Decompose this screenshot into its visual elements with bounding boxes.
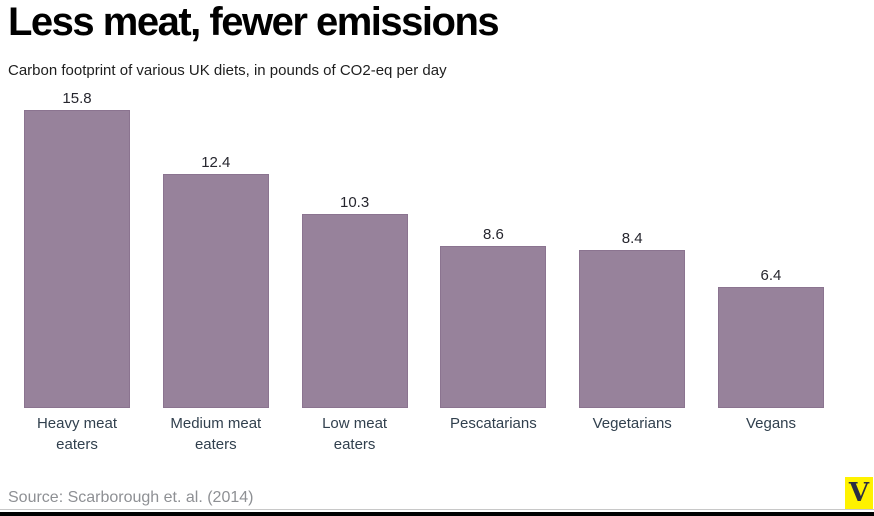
bar-zone: 8.4 [579,90,686,408]
bar-value-label: 10.3 [339,194,370,211]
bar-zone: 15.8 [24,90,130,408]
bar [162,174,269,408]
bar-column: 6.4 Vegans [717,90,824,455]
bar-column: 10.3 Low meat eaters [301,90,408,455]
bar-category-label: Pescatarians [450,415,537,432]
bar-column: 8.6 Pescatarians [440,90,547,455]
bar-category-label: Vegans [745,415,796,432]
bottom-black-bar [0,512,874,516]
bar-category-label: Medium meat eaters [170,415,262,453]
bar [24,110,130,408]
bar-zone: 8.6 [440,90,547,408]
bar-column: 8.4 Vegetarians [579,90,686,455]
bar-zone: 10.3 [301,90,408,408]
source-note: Source: Scarborough et. al. (2014) [8,489,254,506]
bar [717,287,824,408]
bar-column: 12.4 Medium meat eaters [162,90,269,455]
bar [440,246,547,408]
bar-column: 15.8 Heavy meat eaters [24,90,130,455]
bar-chart: 15.8 Heavy meat eaters 12.4 Medium meat eat… [24,90,824,455]
vox-logo-letter: V [848,478,870,508]
bar-value-label: 12.4 [201,154,231,171]
bar-value-label: 6.4 [760,267,782,284]
footer-divider [0,509,874,510]
bar-zone: 6.4 [717,90,824,408]
chart-title: Less meat, fewer emissions [8,0,500,44]
bar-category-label: Vegetarians [592,415,672,432]
bar [301,214,408,408]
vox-logo: V [845,477,873,509]
bar-zone: 12.4 [162,90,269,408]
bar [579,250,686,408]
bar-value-label: 15.8 [62,90,92,107]
bar-value-label: 8.6 [482,226,504,243]
bar-value-label: 8.4 [621,230,643,247]
bar-category-label: Low meat eaters [322,415,388,453]
bar-category-label: Heavy meat eaters [36,415,118,453]
chart-subtitle: Carbon footprint of various UK diets, in… [8,62,447,79]
